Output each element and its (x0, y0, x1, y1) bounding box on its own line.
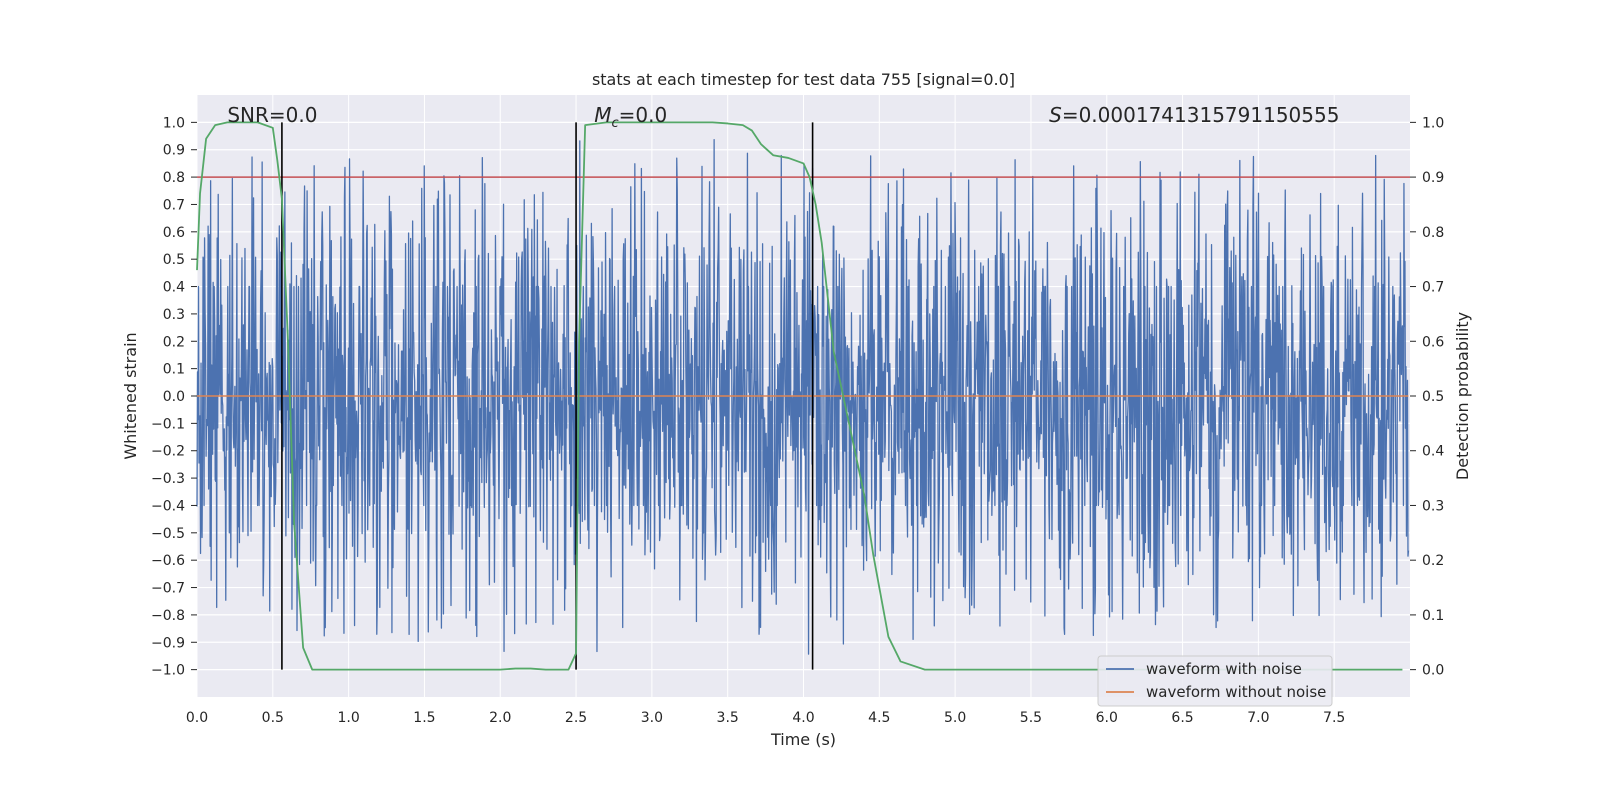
y-tick-label: −0.2 (151, 444, 185, 460)
y-axis-label: Whitened strain (121, 332, 140, 459)
mc-annotation: Mc=0.0 (594, 103, 667, 131)
x-tick-label: 6.0 (1096, 710, 1118, 726)
y2-tick-label: 0.9 (1422, 170, 1444, 186)
s-annotation: S=0.0001741315791150555 (1049, 103, 1339, 127)
y-tick-label: 0.0 (163, 389, 185, 405)
x-tick-label: 7.5 (1323, 710, 1345, 726)
y-tick-label: −1.0 (151, 663, 185, 679)
legend: waveform with noise waveform without noi… (1097, 655, 1333, 707)
y-tick-label: 0.5 (163, 252, 185, 268)
s-symbol: S (1049, 103, 1062, 127)
y-tick-label: 0.6 (163, 225, 185, 241)
mc-value: =0.0 (619, 103, 668, 127)
noise-waveform-layer (196, 138, 1410, 655)
y-tick-label: −0.1 (151, 416, 185, 432)
legend-box (1097, 655, 1333, 707)
x-tick-label: 2.5 (565, 710, 587, 726)
x-tick-label: 5.5 (1020, 710, 1042, 726)
legend-label-clean: waveform without noise (1146, 683, 1326, 701)
x-tick-label: 5.0 (944, 710, 966, 726)
legend-label-noise: waveform with noise (1146, 660, 1302, 678)
y-tick-label: −0.4 (151, 498, 185, 514)
y-tick-label: −0.7 (151, 581, 185, 597)
snr-annotation: SNR=0.0 (227, 103, 317, 127)
y-tick-label: 0.4 (163, 280, 185, 296)
y2-tick-label: 0.4 (1422, 444, 1444, 460)
x-tick-label: 0.0 (186, 710, 208, 726)
x-tick-label: 4.5 (868, 710, 890, 726)
y-tick-label: −0.6 (151, 553, 185, 569)
y2-tick-label: 0.2 (1422, 553, 1444, 569)
x-tick-label: 6.5 (1171, 710, 1193, 726)
y-tick-label: 0.1 (163, 362, 185, 378)
y2-tick-label: 0.0 (1422, 663, 1444, 679)
y2-axis-label: Detection probability (1453, 312, 1472, 480)
y2-tick-label: 0.1 (1422, 608, 1444, 624)
chart-title: stats at each timestep for test data 755… (592, 70, 1015, 89)
y-tick-label: 1.0 (163, 115, 185, 131)
y-tick-label: −0.8 (151, 608, 185, 624)
y-tick-label: −0.9 (151, 635, 185, 651)
probability-layer (196, 121, 1403, 671)
x-tick-label: 0.5 (262, 710, 284, 726)
x-tick-label: 1.5 (413, 710, 435, 726)
x-tick-label: 4.0 (792, 710, 814, 726)
ticks-layer: 0.0 0.5 1.0 1.5 2.0 2.5 3.0 3.5 4.0 4.5 5.0 5.5 6.0 6… (151, 115, 1444, 726)
y-tick-label: 0.9 (163, 143, 185, 159)
y-tick-label: −0.3 (151, 471, 185, 487)
x-tick-label: 2.0 (489, 710, 511, 726)
detection-probability-line (196, 121, 1403, 671)
y2-tick-label: 0.3 (1422, 498, 1444, 514)
y2-tick-label: 0.6 (1422, 334, 1444, 350)
x-tick-label: 1.0 (337, 710, 359, 726)
y2-tick-label: 0.8 (1422, 225, 1444, 241)
noise-waveform-line (196, 138, 1410, 655)
y2-tick-label: 0.5 (1422, 389, 1444, 405)
y-tick-label: 0.8 (163, 170, 185, 186)
mc-subscript: c (612, 116, 619, 131)
y-tick-label: 0.2 (163, 334, 185, 350)
y-tick-label: 0.3 (163, 307, 185, 323)
s-value: =0.0001741315791150555 (1062, 103, 1340, 127)
x-tick-label: 3.5 (717, 710, 739, 726)
mc-symbol: M (594, 103, 611, 127)
y2-tick-label: 1.0 (1422, 115, 1444, 131)
y2-tick-label: 0.7 (1422, 280, 1444, 296)
x-axis-label: Time (s) (770, 730, 836, 749)
x-tick-label: 3.0 (641, 710, 663, 726)
x-tick-label: 7.0 (1247, 710, 1269, 726)
y-tick-label: −0.5 (151, 526, 185, 542)
y-tick-label: 0.7 (163, 197, 185, 213)
